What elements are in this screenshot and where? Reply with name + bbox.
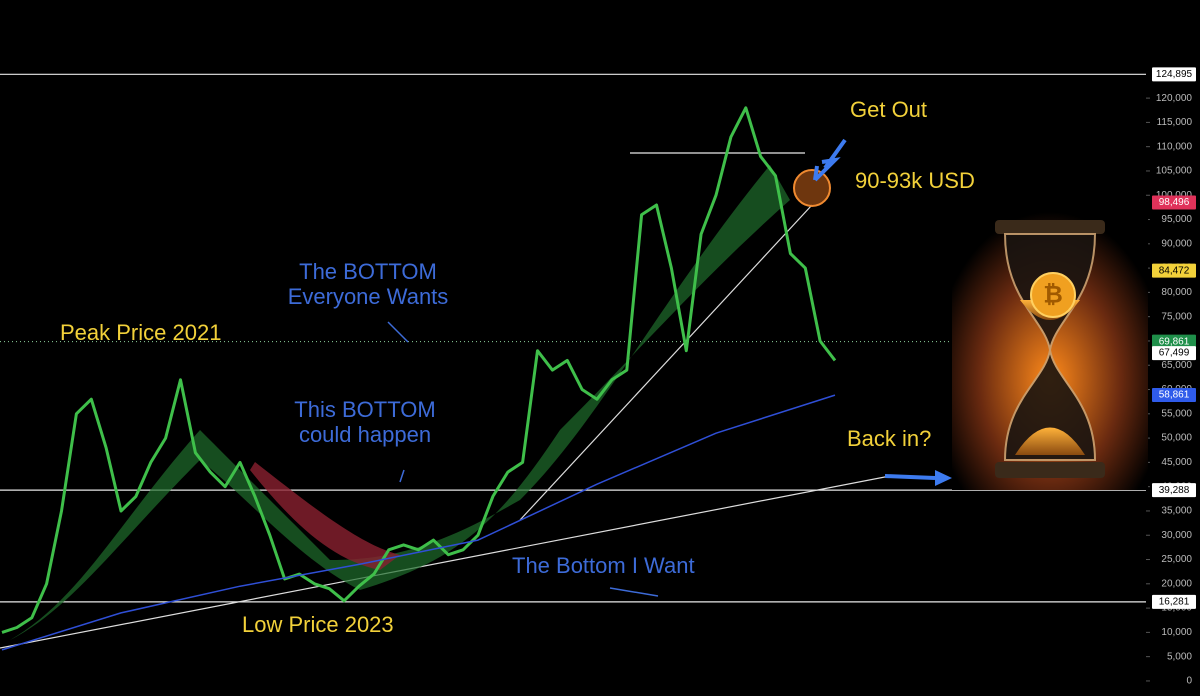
y-tick-label: 30,000: [1161, 530, 1192, 541]
y-tick-label: 105,000: [1156, 166, 1193, 177]
arrow: [935, 470, 952, 486]
annotation: The Bottom I Want: [512, 553, 695, 578]
svg-text:₿: ₿: [1043, 281, 1063, 308]
annotation: could happen: [299, 422, 431, 447]
ma-ribbon: [250, 462, 400, 570]
target-circle: [793, 169, 831, 207]
y-tick-label: 75,000: [1161, 311, 1192, 322]
plot: [1, 106, 837, 651]
price-label: 16,281: [1159, 597, 1190, 608]
price-label-box: [1152, 195, 1196, 210]
y-tick-label: 80,000: [1161, 287, 1192, 298]
y-tick-label: 10,000: [1161, 627, 1192, 638]
y-tick-label: 55,000: [1161, 408, 1192, 419]
annotation: 90-93k USD: [855, 168, 975, 193]
price-line: [1, 394, 836, 651]
price-label: 58,861: [1159, 390, 1190, 401]
arrow: [387, 321, 659, 597]
hourglass-image: ₿: [952, 212, 1148, 490]
price-label: 98,496: [1159, 197, 1190, 208]
y-tick-label: 45,000: [1161, 457, 1192, 468]
y-tick-label: 0: [1186, 676, 1192, 687]
y-tick-label: 115,000: [1157, 117, 1193, 128]
y-tick-label: 25,000: [1161, 554, 1192, 565]
price-axis: 05,00010,00015,00020,00025,00030,00035,0…: [1152, 67, 1196, 687]
annotation: Everyone Wants: [288, 284, 449, 309]
y-tick-label: 20,000: [1161, 578, 1192, 589]
price-line: [1, 106, 837, 634]
annotation: Low Price 2023: [242, 612, 394, 637]
price-label: 39,288: [1159, 485, 1190, 496]
y-tick-label: 90,000: [1161, 238, 1192, 249]
y-tick-label: 65,000: [1161, 360, 1192, 371]
price-label-box: [1152, 67, 1196, 82]
y-tick-label: 120,000: [1156, 93, 1193, 104]
annotation: Peak Price 2021: [60, 320, 221, 345]
arrow: [813, 138, 847, 182]
price-label-box: [1152, 263, 1196, 278]
price-label-box: [1152, 388, 1196, 403]
y-tick-label: 100,000: [1156, 190, 1193, 201]
price-label-box: [1152, 594, 1196, 609]
annotation: This BOTTOM: [294, 397, 435, 422]
y-tick-label: 110,000: [1157, 141, 1193, 152]
trend-line: [519, 204, 813, 521]
annotation: The BOTTOM: [299, 259, 437, 284]
price-label: 69,861: [1159, 336, 1190, 347]
price-label-box: [1152, 483, 1196, 498]
price-label: 124,895: [1156, 69, 1193, 80]
y-tick-label: 35,000: [1161, 506, 1192, 517]
y-tick-label: 50,000: [1161, 433, 1192, 444]
grid: [0, 73, 1150, 682]
trend-line: [0, 475, 891, 649]
annotation: Get Out: [850, 97, 927, 122]
arrow: [884, 474, 936, 480]
price-label-box: [1152, 346, 1196, 361]
price-label: 67,499: [1159, 348, 1190, 359]
annotation: Back in?: [847, 426, 931, 451]
y-tick-label: 95,000: [1161, 214, 1192, 225]
y-tick-label: 5,000: [1167, 651, 1192, 662]
price-label: 84,472: [1159, 265, 1190, 276]
